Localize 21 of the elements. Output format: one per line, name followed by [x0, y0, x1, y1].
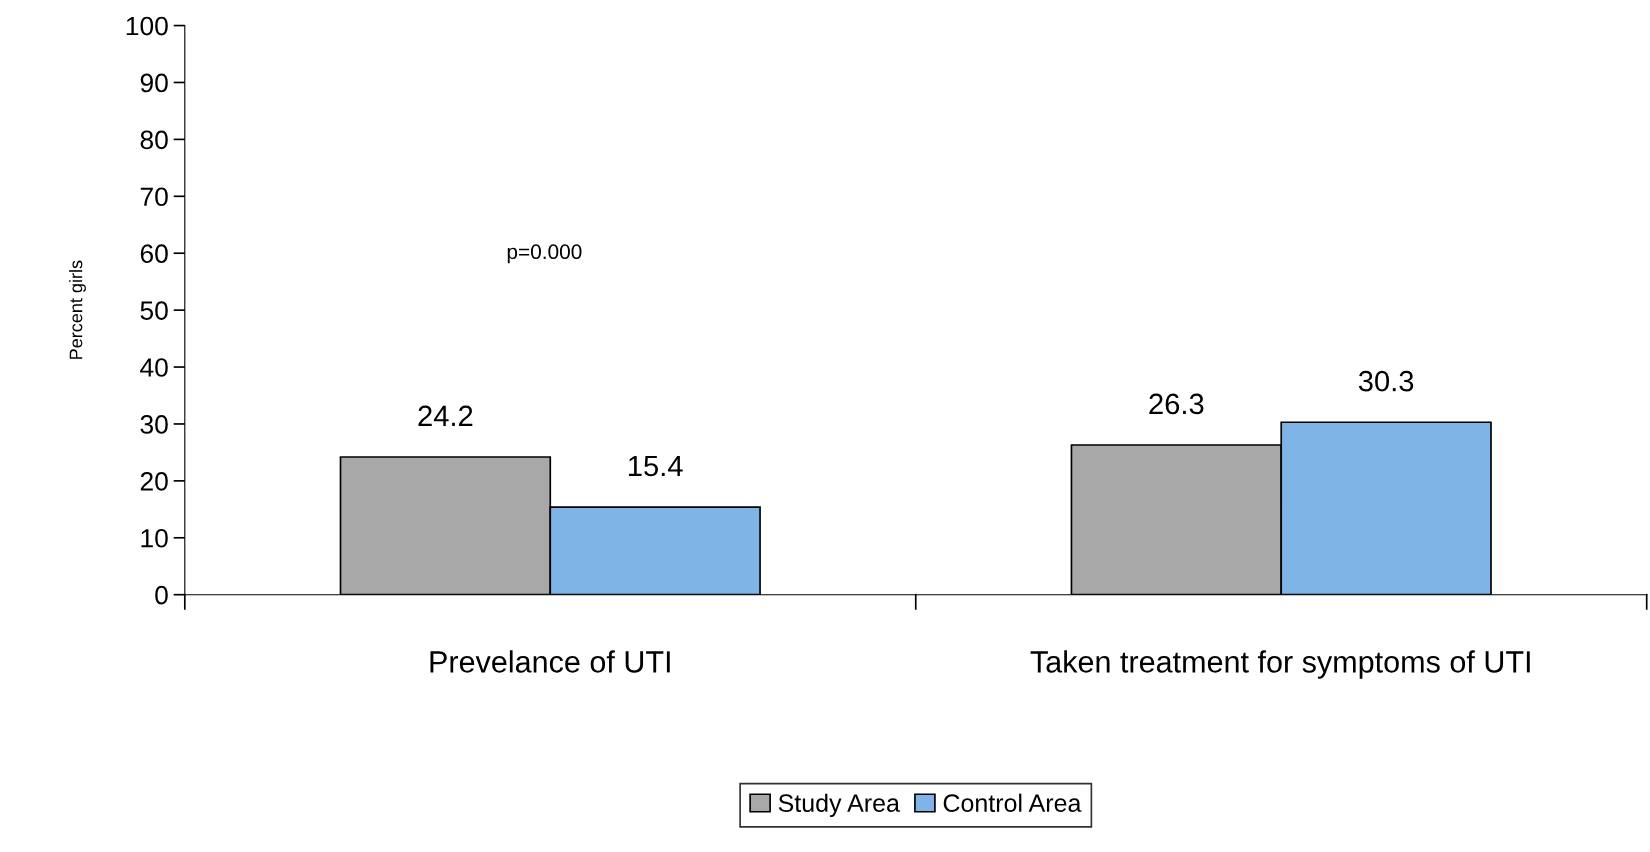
data-label: 24.2	[418, 405, 473, 426]
annotation: p=0.000	[507, 244, 582, 264]
legend-label: Control Area	[943, 793, 1082, 812]
y-tick-label: 30	[140, 415, 168, 434]
x-tick-label: Taken treatment for symptoms of UTI	[1030, 650, 1530, 679]
y-tick-label: 50	[140, 301, 168, 320]
y-axis-title: Percent girls	[69, 260, 86, 359]
data-label: 26.3	[1149, 393, 1204, 415]
y-tick-label: 0	[155, 585, 168, 605]
data-label: 30.3	[1358, 370, 1414, 392]
y-tick-label: 20	[140, 472, 168, 491]
y-tick-label: 70	[140, 187, 168, 207]
y-tick-label: 100	[126, 16, 168, 36]
y-tick-label: 90	[140, 73, 168, 93]
y-tick-label: 40	[140, 358, 168, 377]
y-tick-label: 60	[140, 244, 168, 264]
y-tick-label: 10	[141, 528, 168, 548]
y-tick-label: 80	[140, 130, 168, 150]
data-label: 15.4	[629, 455, 683, 477]
x-tick-label: Prevelance of UTI	[430, 650, 670, 673]
legend-label: Study Area	[778, 793, 900, 817]
